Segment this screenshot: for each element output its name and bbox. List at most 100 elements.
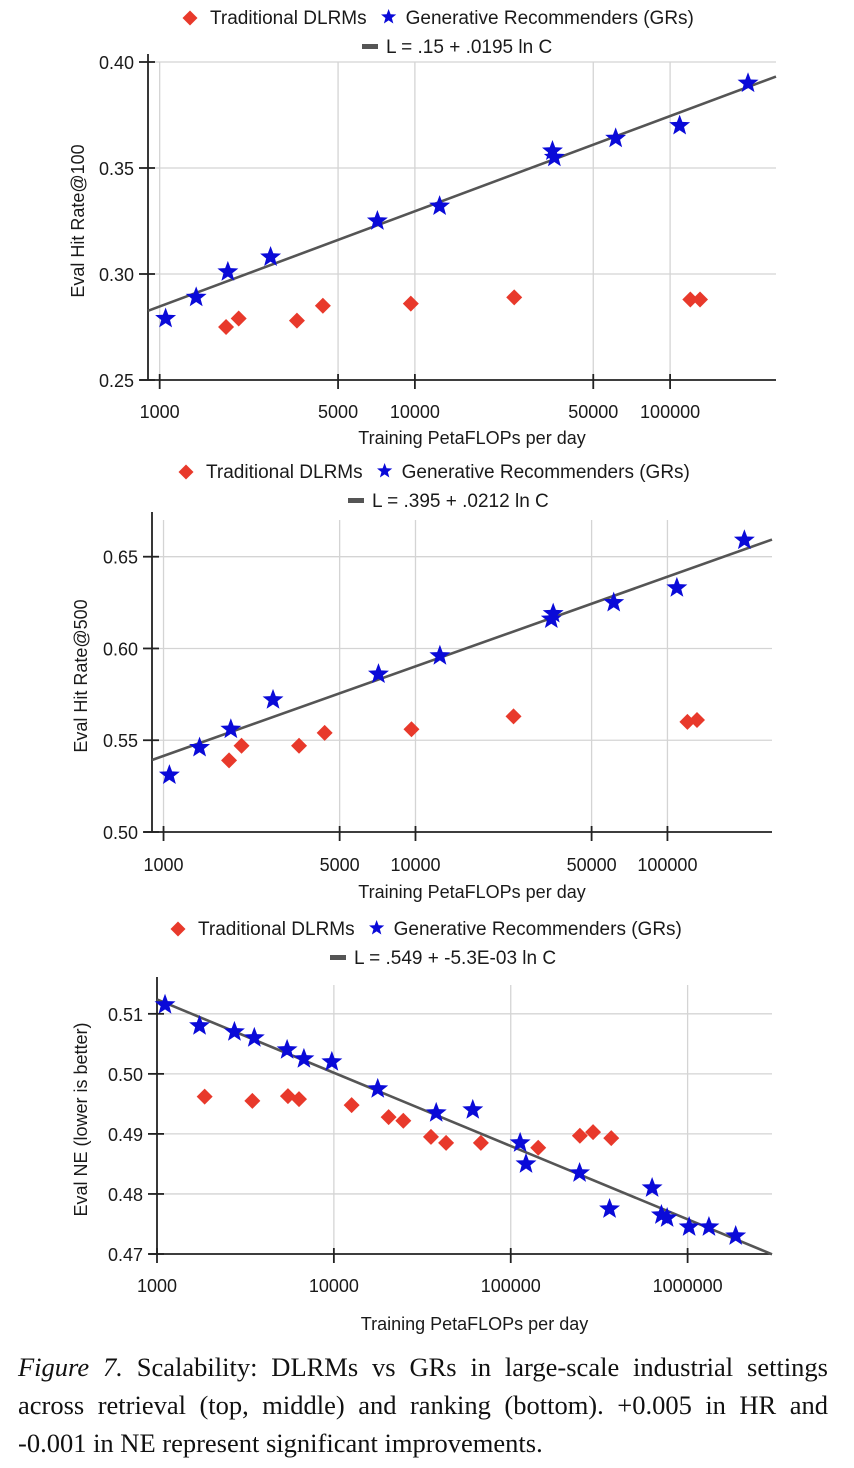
point-dlrm — [314, 297, 331, 314]
x-tick-label: 1000 — [144, 855, 184, 875]
point-gr — [429, 644, 451, 665]
point-gr — [154, 993, 176, 1014]
y-tick-label: 0.35 — [99, 159, 134, 179]
point-dlrm — [692, 291, 709, 308]
y-tick-label: 0.60 — [103, 639, 138, 659]
legend: Traditional DLRMs Generative Recommenders… — [170, 919, 682, 969]
point-dlrm — [688, 712, 705, 729]
data-points — [154, 993, 747, 1245]
point-gr — [262, 688, 284, 709]
point-gr — [217, 260, 239, 281]
y-tick-label: 0.40 — [99, 53, 134, 73]
point-dlrm — [244, 1092, 261, 1109]
y-tick-label: 0.50 — [103, 823, 138, 843]
x-tick-label: 100000 — [640, 402, 700, 422]
point-dlrm — [571, 1127, 588, 1144]
legend-label-fit: L = .15 + .0195 ln C — [386, 37, 552, 58]
point-dlrm — [422, 1128, 439, 1145]
x-axis-label: Training PetaFLOPs per day — [361, 1314, 588, 1334]
point-gr — [737, 72, 759, 93]
point-gr — [260, 246, 282, 266]
point-dlrm — [679, 713, 696, 730]
point-gr — [543, 146, 565, 167]
point-gr — [189, 1014, 211, 1035]
point-dlrm — [233, 737, 250, 754]
x-tick-label: 1000000 — [653, 1276, 723, 1296]
y-tick-label: 0.30 — [99, 265, 134, 285]
point-gr — [293, 1047, 315, 1068]
axes: 0.50 0.55 0.60 0.65 1000 5000 10000 50000 100000… — [71, 512, 772, 902]
point-gr — [641, 1176, 663, 1197]
y-tick-label: 0.50 — [108, 1065, 143, 1085]
chart-hit-rate-100: Traditional DLRMs Generative Recommenders… — [0, 0, 854, 455]
point-dlrm — [682, 291, 699, 308]
point-gr — [666, 576, 688, 597]
point-dlrm — [290, 1091, 307, 1108]
x-tick-label: 10000 — [390, 855, 440, 875]
point-dlrm — [343, 1097, 360, 1114]
point-dlrm — [505, 708, 522, 725]
legend-marker-gr — [381, 9, 397, 24]
legend-marker-dlrm — [170, 921, 186, 937]
point-dlrm — [506, 289, 523, 306]
point-gr — [603, 591, 625, 612]
legend-marker-fit — [348, 498, 364, 503]
data-points — [158, 529, 755, 785]
point-dlrm — [585, 1124, 602, 1141]
point-dlrm — [380, 1109, 397, 1126]
y-tick-label: 0.47 — [108, 1245, 143, 1265]
x-tick-label: 50000 — [568, 402, 618, 422]
point-gr — [368, 663, 389, 684]
figure-label: Figure 7. — [18, 1352, 123, 1382]
legend: Traditional DLRMs Generative Recommenders… — [182, 8, 694, 58]
legend-label-fit: L = .549 + -5.3E-03 ln C — [354, 948, 556, 969]
point-gr — [367, 1077, 389, 1098]
point-gr — [669, 114, 691, 135]
y-axis-label: Eval Hit Rate@500 — [71, 599, 91, 752]
point-dlrm — [230, 310, 247, 327]
y-axis-label: Eval NE (lower is better) — [71, 1022, 91, 1216]
point-dlrm — [603, 1130, 620, 1147]
point-gr — [698, 1215, 720, 1236]
point-gr — [599, 1197, 621, 1218]
legend-marker-fit — [330, 955, 346, 960]
legend-label-gr: Generative Recommenders (GRs) — [402, 462, 690, 483]
point-gr — [425, 1101, 447, 1122]
legend-marker-dlrm — [182, 10, 198, 26]
data-points — [155, 72, 759, 335]
point-dlrm — [472, 1134, 489, 1151]
point-dlrm — [279, 1088, 296, 1105]
axes: 0.25 0.30 0.35 0.40 1000 5000 10000 50000 100000… — [68, 53, 776, 448]
point-gr — [542, 140, 563, 160]
x-axis-label: Training PetaFLOPs per day — [358, 428, 585, 448]
caption-text: Scalability: DLRMs vs GRs in large-scale… — [18, 1352, 828, 1458]
point-gr — [429, 195, 451, 216]
point-gr — [158, 764, 180, 785]
point-gr — [725, 1224, 747, 1245]
point-gr — [185, 286, 207, 307]
point-dlrm — [218, 319, 235, 335]
point-gr — [678, 1215, 700, 1236]
chart-svg-hit-rate-500: Traditional DLRMs Generative Recommenders… — [71, 462, 773, 902]
point-gr — [515, 1152, 537, 1173]
point-gr — [223, 1020, 245, 1041]
point-gr — [462, 1098, 484, 1119]
point-gr — [189, 736, 211, 757]
legend-marker-dlrm — [178, 464, 194, 480]
point-dlrm — [402, 295, 419, 312]
point-gr — [155, 307, 177, 328]
point-dlrm — [395, 1112, 412, 1129]
point-dlrm — [530, 1139, 547, 1156]
point-gr — [733, 529, 755, 550]
legend-marker-fit — [362, 44, 378, 49]
grid — [156, 985, 772, 1254]
legend-label-dlrm: Traditional DLRMs — [198, 919, 355, 940]
legend-label-dlrm: Traditional DLRMs — [210, 8, 367, 29]
point-dlrm — [316, 724, 333, 741]
y-axis-label: Eval Hit Rate@100 — [68, 144, 88, 297]
figure-caption: Figure 7. Scalability: DLRMs vs GRs in l… — [18, 1348, 828, 1462]
chart-svg-eval-ne: Traditional DLRMs Generative Recommenders… — [71, 919, 773, 1334]
y-tick-label: 0.48 — [108, 1185, 143, 1205]
y-tick-label: 0.49 — [108, 1125, 143, 1145]
point-gr — [220, 718, 242, 739]
